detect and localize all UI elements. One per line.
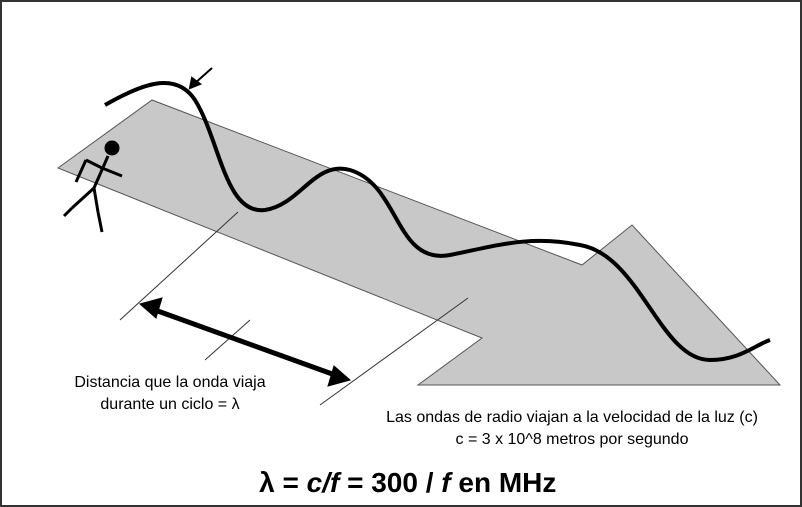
travel-arrow xyxy=(56,99,782,386)
wave xyxy=(104,81,771,363)
formula-part: λ = xyxy=(259,467,306,498)
distance-label: Distancia que la onda viaja xyxy=(74,374,265,391)
speed-label: c = 3 x 10^8 metros por segundo xyxy=(456,431,689,448)
runner xyxy=(62,140,123,233)
double-arrow xyxy=(138,297,352,387)
formula-part: c/f xyxy=(307,467,342,498)
speed-label: Las ondas de radio viajan a la velocidad… xyxy=(386,409,758,426)
pointer-arrow xyxy=(188,67,213,90)
distance-label: durante un ciclo = λ xyxy=(100,396,239,413)
formula-part: f xyxy=(441,467,453,498)
formula: λ = c/f = 300 / f en MHz xyxy=(220,467,580,498)
measure-lines xyxy=(119,211,469,406)
formula-part: = 300 / xyxy=(339,467,441,498)
formula-part: en MHz xyxy=(451,467,557,498)
